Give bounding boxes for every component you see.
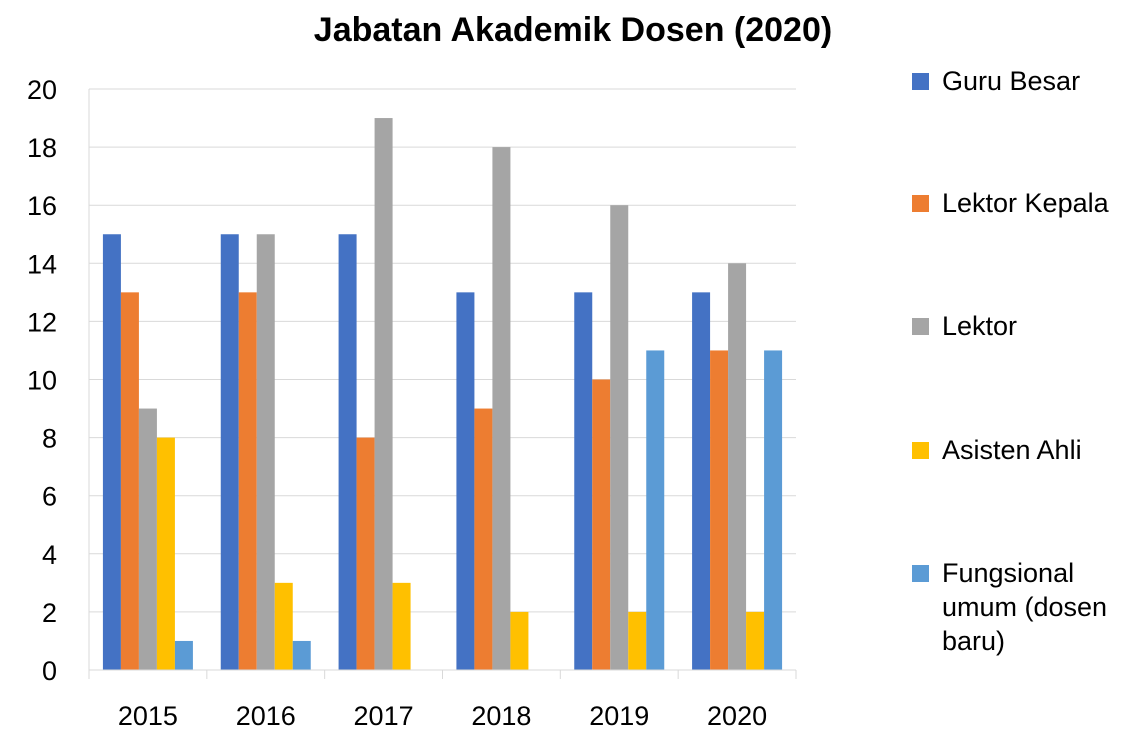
- x-tick-label: 2017: [354, 701, 414, 731]
- bar-asisten-ahli-2017: [392, 582, 411, 670]
- legend: Guru Besar Lektor Kepala Lektor Asisten Ahl…: [912, 0, 1142, 720]
- bar-lektor-2018: [492, 147, 511, 671]
- bar-lektor-2017: [374, 118, 393, 671]
- x-tick-label: 2015: [118, 701, 178, 731]
- legend-item: Lektor: [912, 309, 1132, 343]
- legend-swatch: [912, 565, 929, 582]
- bar-asisten-ahli-2019: [628, 611, 647, 670]
- bar-asisten-ahli-2016: [274, 582, 293, 670]
- bar-guru-besar-2018: [456, 292, 475, 670]
- y-tick-label: 16: [27, 191, 57, 221]
- x-tick-label: 2019: [589, 701, 649, 731]
- y-tick-label: 2: [42, 598, 57, 628]
- axes: [88, 89, 797, 679]
- legend-swatch: [912, 318, 929, 335]
- x-tick-labels: 2015 2016 2017 2018 2019 2020: [118, 701, 767, 731]
- legend-item: Lektor Kepala: [912, 186, 1132, 220]
- y-tick-label: 6: [42, 482, 57, 512]
- bar-asisten-ahli-2018: [510, 611, 529, 670]
- legend-swatch: [912, 73, 929, 90]
- bar-guru-besar-2017: [338, 234, 357, 670]
- chart-title: Jabatan Akademik Dosen (2020): [313, 11, 833, 49]
- bar-guru-besar-2016: [220, 234, 239, 670]
- gridlines: [89, 88, 796, 613]
- legend-label: Asisten Ahli: [942, 435, 1082, 465]
- bar-lektor-kepala-2019: [592, 379, 611, 670]
- legend-label: Guru Besar: [942, 66, 1081, 96]
- bar-lektor-kepala-2018: [474, 408, 493, 670]
- bar-fungsional-umum-dosen-baru-2015: [174, 640, 193, 670]
- legend-item: Fungsional umum (dosen baru): [912, 556, 1132, 658]
- legend-swatch: [912, 195, 929, 212]
- bar-fungsional-umum-dosen-baru-2020: [764, 350, 783, 670]
- bar-lektor-kepala-2020: [710, 350, 729, 670]
- y-tick-label: 8: [42, 424, 57, 454]
- bar-guru-besar-2020: [692, 292, 711, 670]
- legend-item: Asisten Ahli: [912, 433, 1132, 467]
- y-tick-label: 18: [27, 133, 57, 163]
- x-tick-label: 2016: [236, 701, 296, 731]
- x-tick-label: 2018: [471, 701, 531, 731]
- y-tick-label: 20: [27, 75, 57, 105]
- legend-label: Fungsional umum (dosen baru): [942, 558, 1108, 656]
- bar-lektor-2019: [610, 205, 629, 670]
- bar-lektor-kepala-2015: [120, 292, 139, 670]
- bar-lektor-2020: [728, 263, 747, 670]
- legend-label: Lektor: [942, 311, 1018, 341]
- legend-item: Guru Besar: [912, 64, 1132, 98]
- y-tick-label: 14: [27, 249, 57, 279]
- bar-asisten-ahli-2020: [746, 611, 765, 670]
- bar-guru-besar-2015: [102, 234, 121, 670]
- bar-lektor-kepala-2017: [356, 437, 375, 670]
- y-tick-label: 10: [27, 366, 57, 396]
- bar-lektor-2016: [256, 234, 275, 670]
- legend-swatch: [912, 442, 929, 459]
- bar-fungsional-umum-dosen-baru-2019: [646, 350, 665, 670]
- x-tick-label: 2020: [707, 701, 767, 731]
- bar-lektor-kepala-2016: [238, 292, 257, 670]
- y-tick-labels: 0 2 4 6 8 10 12 14 16 18 20: [27, 75, 57, 686]
- bar-guru-besar-2019: [574, 292, 593, 670]
- y-tick-label: 4: [42, 540, 57, 570]
- legend-label: Lektor Kepala: [942, 188, 1109, 218]
- bar-asisten-ahli-2015: [156, 437, 175, 670]
- bar-lektor-2015: [138, 408, 157, 670]
- y-tick-label: 12: [27, 307, 57, 337]
- y-tick-label: 0: [42, 656, 57, 686]
- bar-fungsional-umum-dosen-baru-2016: [292, 640, 311, 670]
- bars: [102, 118, 783, 671]
